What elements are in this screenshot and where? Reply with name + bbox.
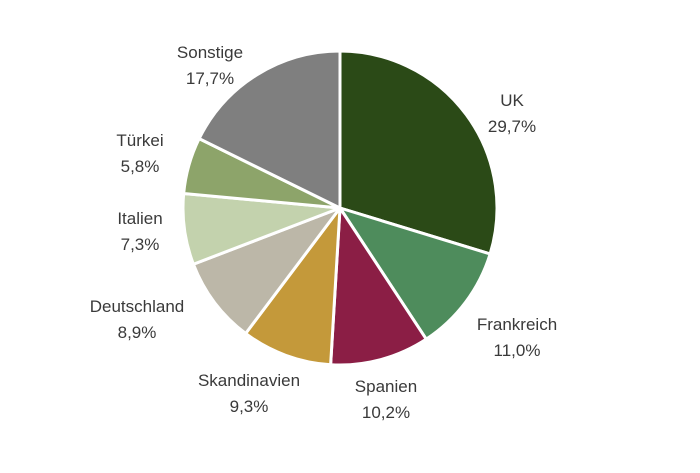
slice-label-name: Sonstige [177,43,243,62]
slice-label-value: 9,3% [230,397,269,416]
slice-label-name: Deutschland [90,297,185,316]
slice-label-name: Spanien [355,377,417,396]
pie-slice-frankreich [338,206,492,341]
pie-slice-uk [338,49,499,256]
slice-label-name: Skandinavien [198,371,300,390]
slice-label-value: 11,0% [494,341,541,360]
pie-slice-spanien [329,206,428,367]
pie-slices [181,49,499,367]
slice-label-name: Türkei [116,131,163,150]
slice-label-name: Italien [117,209,162,228]
pie-slice-deutschland [191,206,342,335]
slice-label-value: 29,7% [488,117,536,136]
slice-label-name: Frankreich [477,315,557,334]
pie-slice-skandinavien [244,206,342,367]
pie-slice-sonstige [197,49,342,210]
slice-label-name: UK [500,91,524,110]
slice-label-value: 7,3% [121,235,160,254]
slice-labels: UK 29,7% Frankreich 11,0% Spanien 10,2% Skandi… [90,43,557,422]
slice-label-value: 17,7% [186,69,234,88]
slice-label-value: 10,2% [362,403,410,422]
slice-label-value: 8,9% [118,323,157,342]
slice-label-value: 5,8% [121,157,160,176]
